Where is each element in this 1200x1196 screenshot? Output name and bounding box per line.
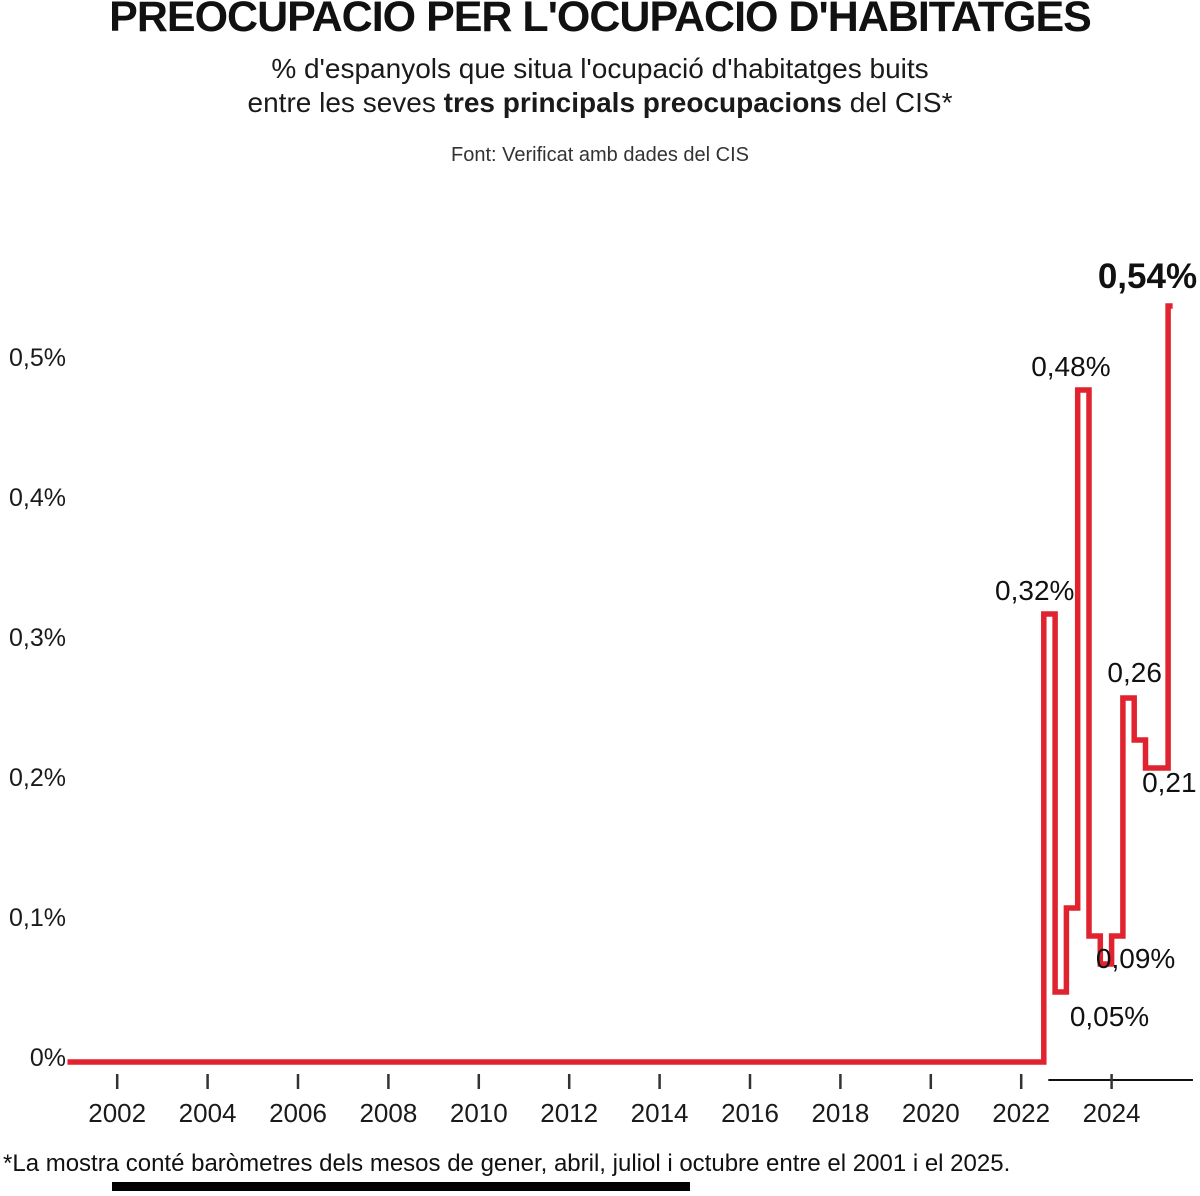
footnote: *La mostra conté baròmetres dels mesos d… — [3, 1150, 1011, 1177]
y-tick-label: 0,3% — [9, 624, 66, 652]
source-credit: Font: Verificat amb dades del CIS — [451, 144, 749, 166]
x-tick-label: 2024 — [1083, 1098, 1141, 1128]
value-annotation: 0,09% — [1096, 943, 1175, 974]
y-tick-label: 0% — [30, 1044, 66, 1072]
x-tick-label: 2004 — [179, 1098, 237, 1128]
x-tick-label: 2016 — [721, 1098, 779, 1128]
y-tick-label: 0,1% — [9, 904, 66, 932]
x-tick-label: 2008 — [359, 1098, 417, 1128]
y-tick-label: 0,5% — [9, 344, 66, 372]
x-tick-label: 2010 — [450, 1098, 508, 1128]
value-annotation: 0,05% — [1070, 1001, 1149, 1032]
value-annotation: 0,54% — [1098, 257, 1197, 296]
x-tick-label: 2018 — [811, 1098, 869, 1128]
x-tick-label: 2012 — [540, 1098, 598, 1128]
subtitle-bold-phrase: tres principals preocupacions — [443, 87, 842, 118]
subtitle-line1: % d'espanyols que situa l'ocupació d'hab… — [271, 53, 929, 84]
value-annotation: 0,32% — [995, 575, 1074, 606]
data-line — [67, 303, 1173, 1065]
value-annotation: 0,26 — [1107, 657, 1162, 688]
value-annotation: 0,48% — [1031, 351, 1110, 382]
footer-bar — [112, 1182, 690, 1191]
value-annotation: 0,21 — [1142, 767, 1197, 798]
x-tick-label: 2022 — [992, 1098, 1050, 1128]
x-tick-label: 2002 — [88, 1098, 146, 1128]
y-tick-label: 0,2% — [9, 764, 66, 792]
chart-title: PREOCUPACIÓ PER L'OCUPACIÓ D'HABITATGES — [109, 0, 1092, 41]
chart-subtitle: % d'espanyols que situa l'ocupació d'hab… — [0, 52, 1200, 120]
subtitle-line2-pre: entre les seves — [247, 87, 444, 118]
x-tick-label: 2014 — [631, 1098, 689, 1128]
x-tick-label: 2006 — [269, 1098, 327, 1128]
subtitle-line2-post: del CIS* — [841, 87, 953, 118]
x-tick-label: 2020 — [902, 1098, 960, 1128]
y-tick-label: 0,4% — [9, 484, 66, 512]
